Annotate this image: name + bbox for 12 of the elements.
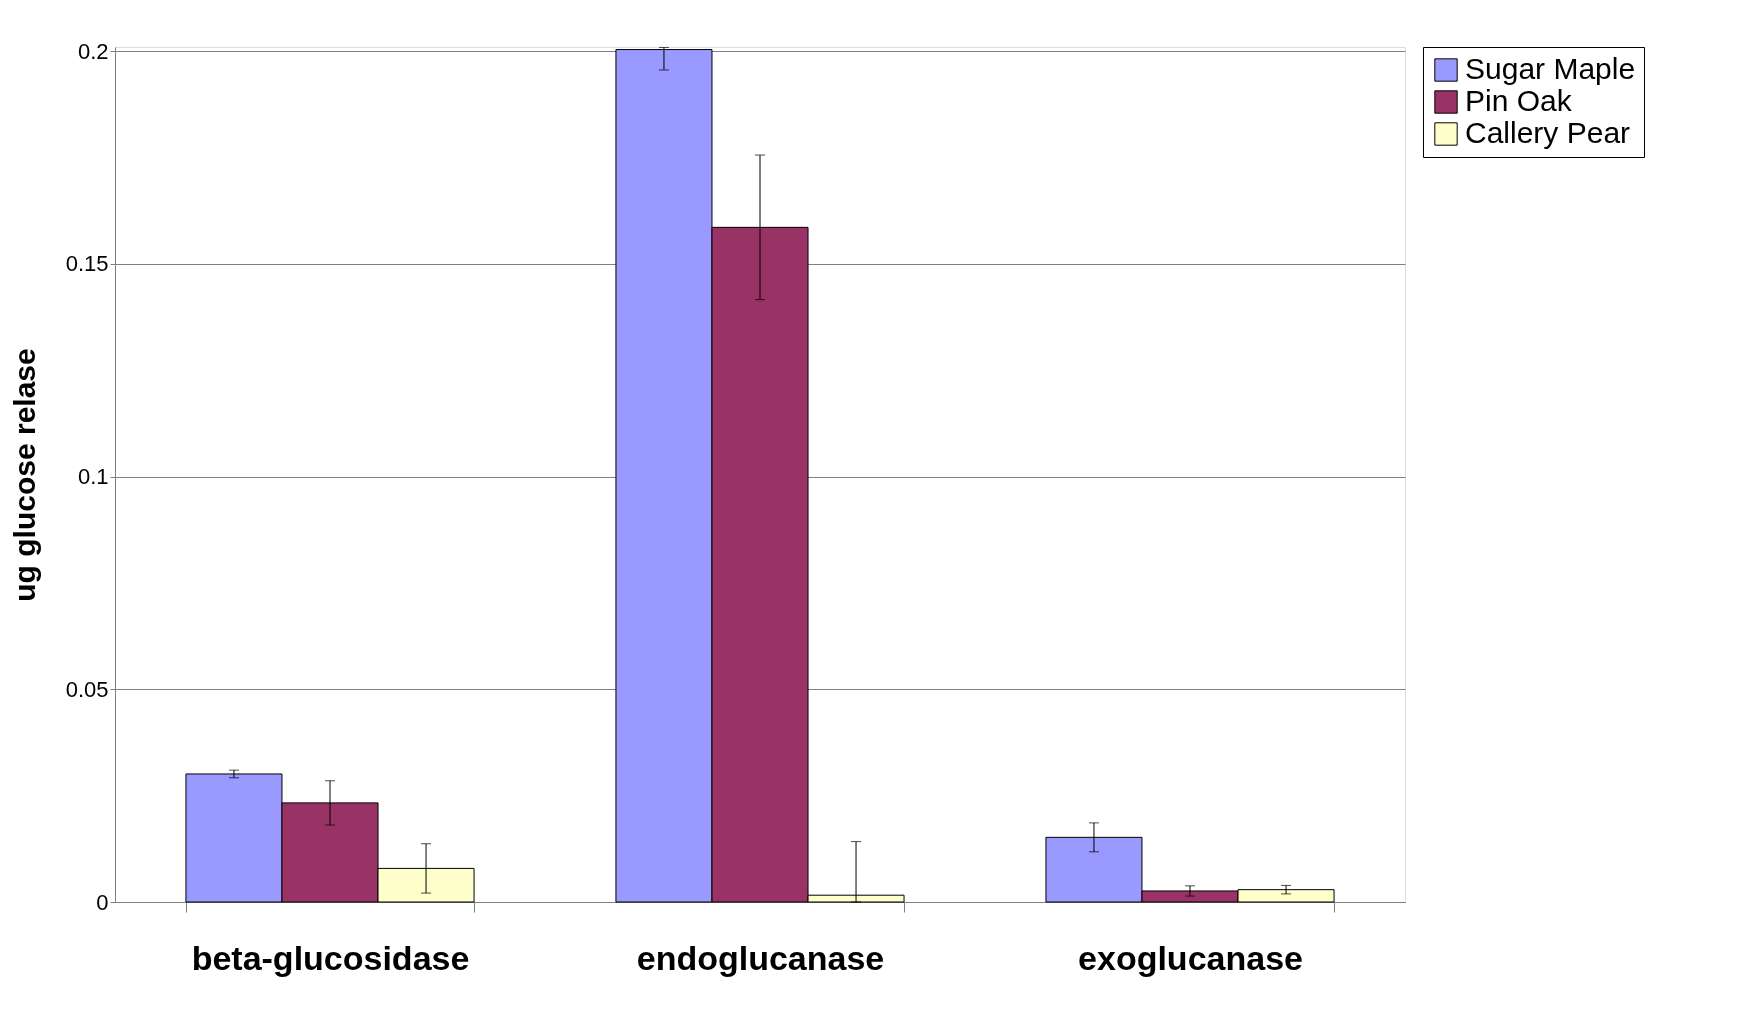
y-tick-label: 0.1 <box>77 464 109 490</box>
x-tick-label: beta-glucosidase <box>191 938 470 977</box>
legend-label: Sugar Maple <box>1465 52 1636 85</box>
legend-label: Pin Oak <box>1465 84 1573 117</box>
y-tick-label: 0.15 <box>65 251 109 277</box>
y-tick-label: 0.05 <box>65 676 109 702</box>
x-tick-label: endoglucanase <box>636 938 885 977</box>
y-tick-label: 0 <box>96 889 109 915</box>
x-tick-label: exoglucanase <box>1078 938 1303 977</box>
y-axis-title: ug glucose relase <box>7 348 41 602</box>
legend-label: Callery Pear <box>1465 116 1631 149</box>
y-tick-label: 0.2 <box>77 38 109 64</box>
